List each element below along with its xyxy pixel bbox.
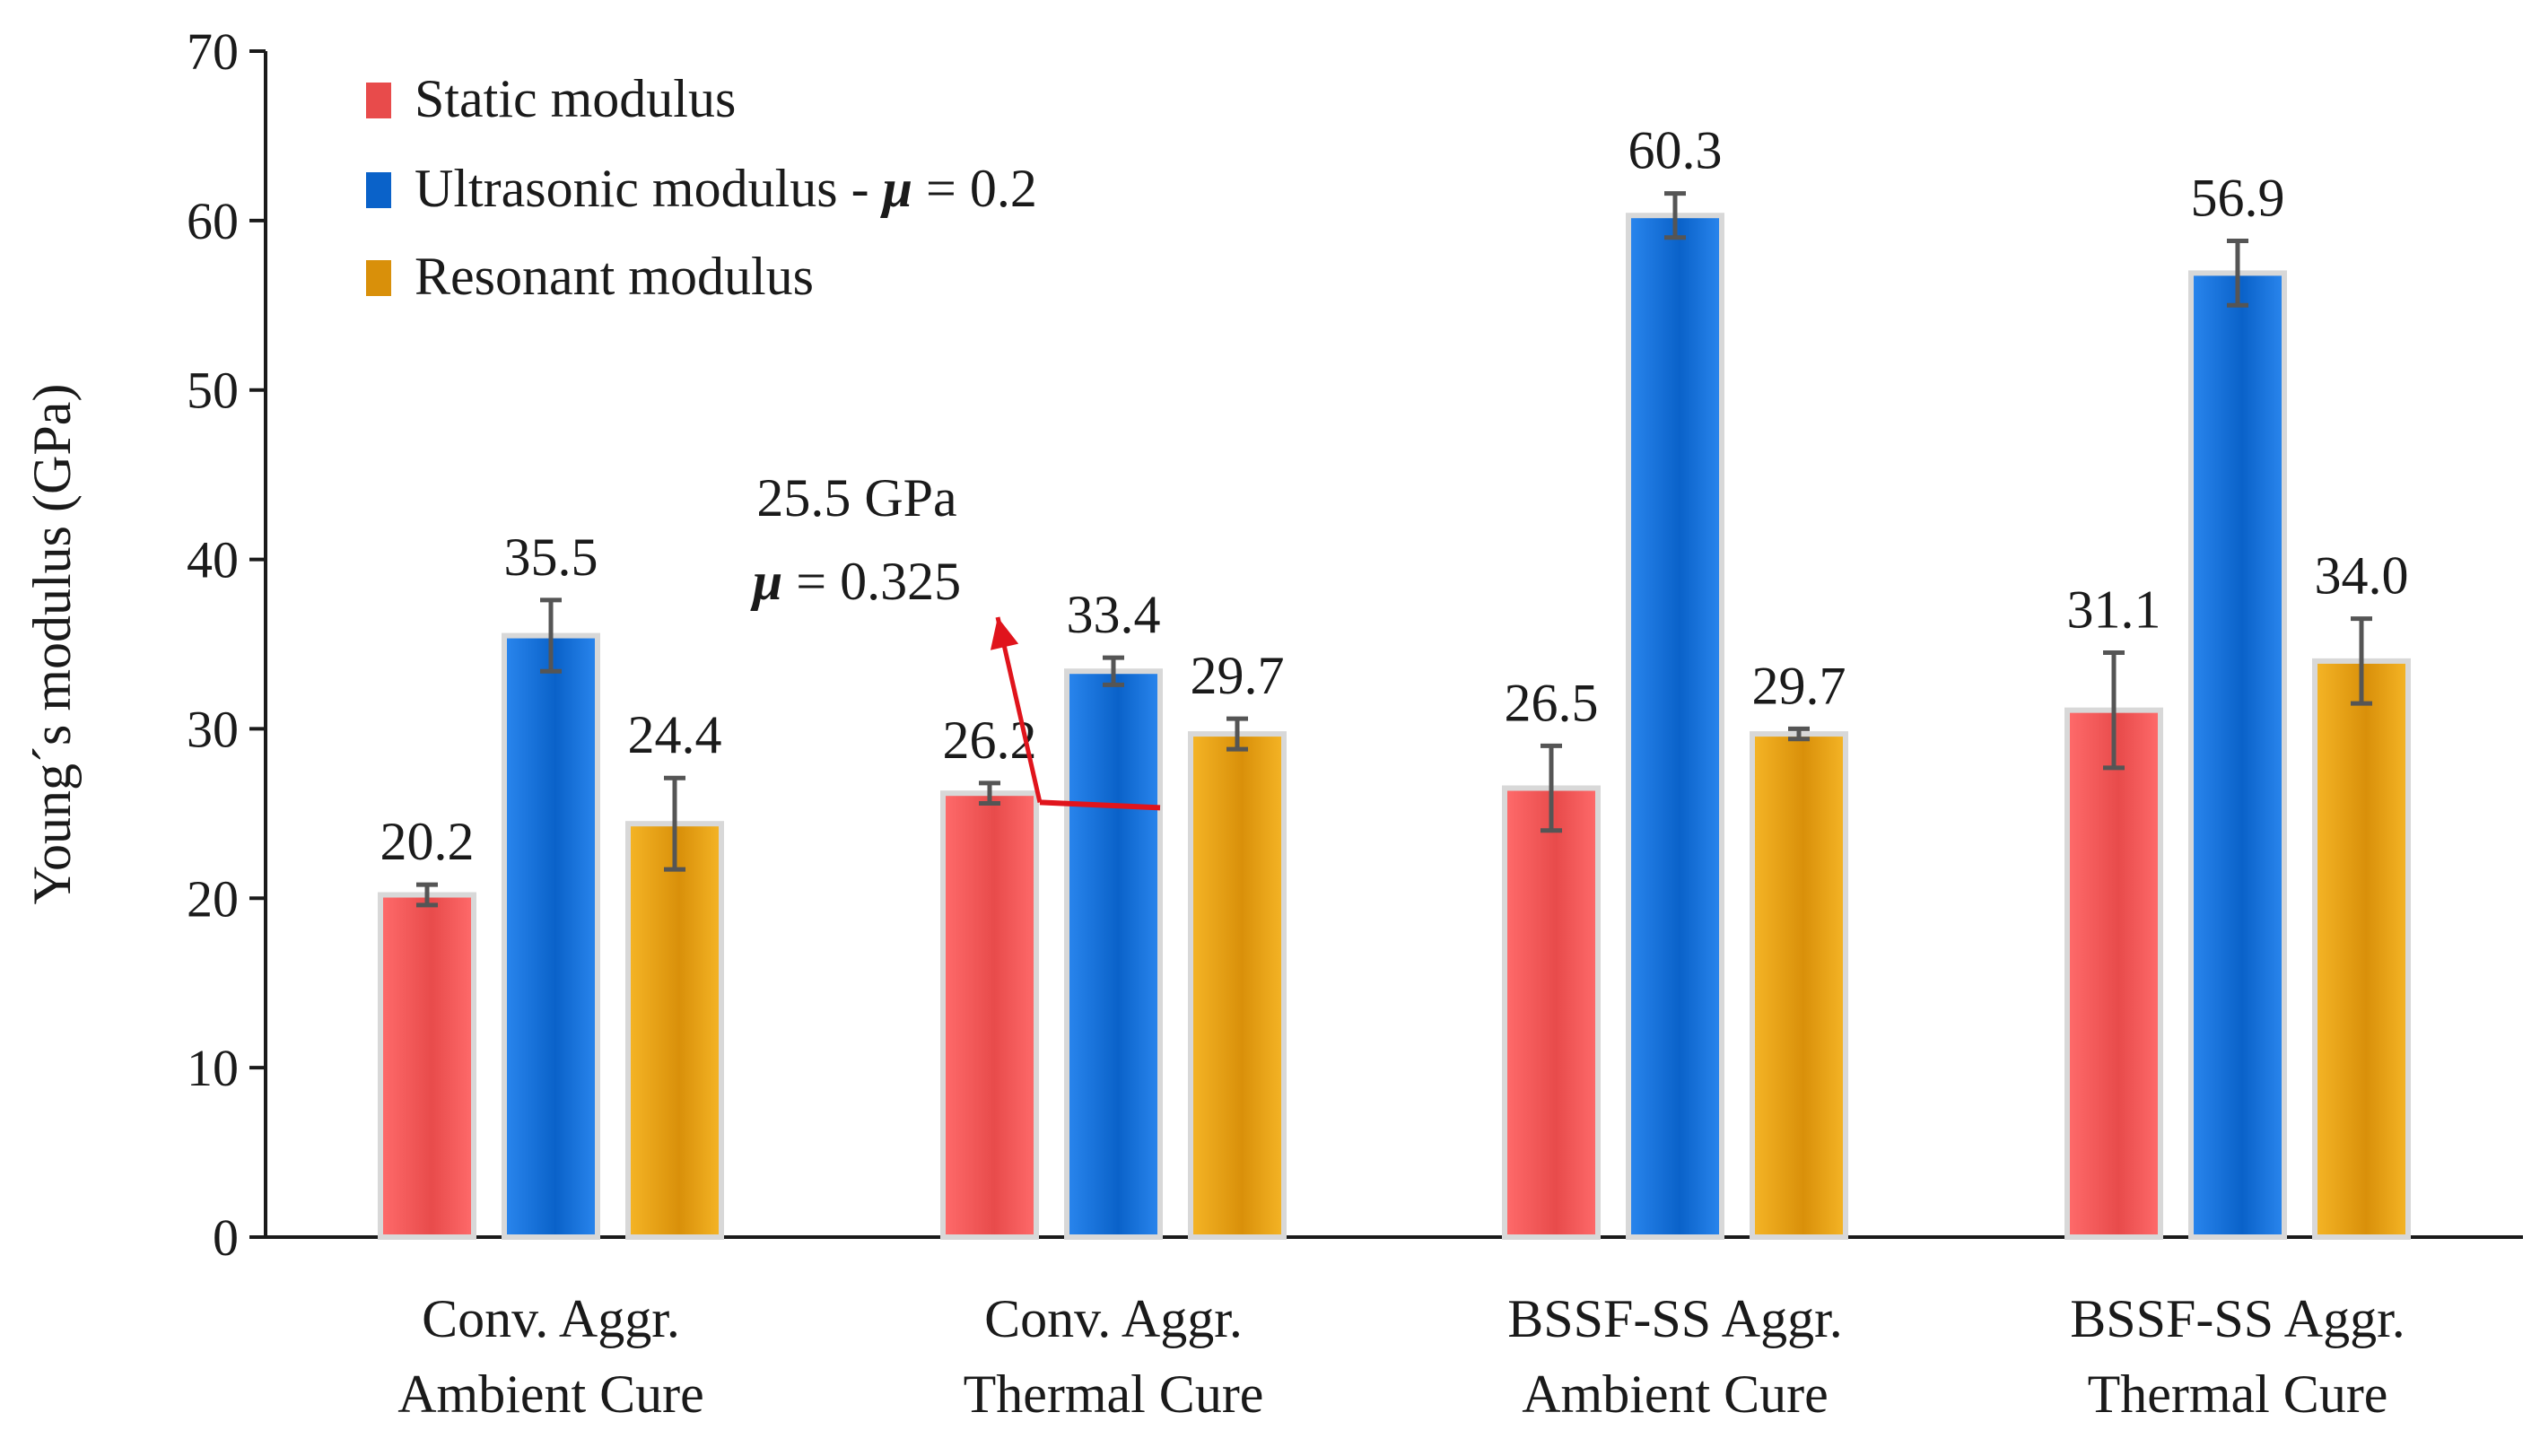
annotation-mu-symbol: μ — [750, 552, 782, 611]
y-tick-label: 30 — [187, 700, 239, 758]
bar — [1502, 785, 1601, 1240]
error-bar — [979, 780, 1000, 806]
error-bar — [1788, 726, 1810, 742]
y-tick-label: 50 — [187, 362, 239, 420]
y-tick-label: 20 — [187, 869, 239, 928]
legend-label-ultrasonic: Ultrasonic modulus - μ = 0.2 — [415, 159, 1037, 218]
bar — [2312, 658, 2411, 1240]
data-label: 29.7 — [1191, 646, 1285, 705]
data-label: 20.2 — [380, 812, 475, 871]
legend-swatch-ultrasonic — [366, 172, 391, 208]
bar — [2188, 270, 2287, 1241]
y-tick-label: 60 — [187, 192, 239, 250]
bar — [502, 632, 600, 1240]
error-bar — [2103, 650, 2125, 771]
y-tick-label: 40 — [187, 531, 239, 589]
bar — [2064, 707, 2163, 1240]
data-label: 35.5 — [504, 527, 598, 587]
data-label: 60.3 — [1628, 121, 1723, 180]
y-tick-label: 0 — [213, 1208, 239, 1267]
annotation-poisson-value: = 0.325 — [782, 552, 961, 611]
y-tick-label: 70 — [187, 22, 239, 81]
data-label: 29.7 — [1752, 656, 1846, 715]
category-label: Ambient Cure — [1522, 1364, 1829, 1424]
legend-swatch-static — [366, 83, 391, 118]
error-bar — [1226, 716, 1248, 752]
legend-ultrasonic-mu: μ — [880, 159, 912, 218]
bar — [378, 892, 476, 1240]
bar — [940, 790, 1039, 1240]
data-label: 33.4 — [1067, 585, 1161, 644]
error-bar — [416, 882, 438, 908]
bar — [625, 821, 724, 1241]
category-label: Thermal Cure — [2088, 1364, 2388, 1424]
annotation-arrowhead — [990, 617, 1019, 650]
category-label: Conv. Aggr. — [984, 1289, 1243, 1348]
y-axis-title: Young´s modulus (GPa) — [22, 384, 82, 905]
data-label: 56.9 — [2191, 169, 2285, 228]
data-label: 34.0 — [2315, 546, 2409, 606]
category-label: Ambient Cure — [397, 1364, 704, 1424]
error-bar — [2227, 239, 2248, 308]
error-bar — [1541, 743, 1562, 833]
y-axis: 0 10 20 30 40 50 60 70 — [187, 22, 267, 1267]
legend-swatch-resonant — [366, 260, 391, 296]
category-label: BSSF-SS Aggr. — [1507, 1289, 1843, 1348]
category-label: Thermal Cure — [964, 1364, 1264, 1424]
annotation-marker-line — [1039, 799, 1161, 811]
legend-label-static: Static modulus — [415, 69, 736, 128]
annotation-arrow — [995, 616, 1043, 803]
annotation: 25.5 GPa μ = 0.325 — [750, 468, 1161, 811]
error-bar — [1664, 191, 1686, 240]
bar — [1188, 731, 1287, 1240]
legend-label-resonant: Resonant modulus — [415, 247, 814, 306]
legend-ultrasonic-name: Ultrasonic modulus - — [415, 159, 883, 218]
error-bar — [540, 597, 562, 674]
error-bar — [664, 775, 685, 872]
error-bar — [1103, 655, 1124, 687]
bar — [1626, 213, 1724, 1241]
data-label: 31.1 — [2067, 580, 2161, 639]
bar — [1750, 731, 1848, 1240]
legend-ultrasonic-suffix: = 0.2 — [912, 159, 1037, 218]
annotation-value-label: 25.5 GPa — [756, 468, 956, 527]
error-bar — [2351, 616, 2372, 706]
y-tick-label: 10 — [187, 1039, 239, 1097]
category-label: Conv. Aggr. — [422, 1289, 680, 1348]
data-label: 24.4 — [628, 705, 722, 764]
category-label: BSSF-SS Aggr. — [2070, 1289, 2405, 1348]
legend: Static modulus Ultrasonic modulus - μ = … — [366, 69, 1037, 306]
annotation-poisson-label: μ = 0.325 — [750, 552, 961, 611]
data-label: 26.5 — [1505, 673, 1599, 732]
bar — [1064, 668, 1163, 1240]
